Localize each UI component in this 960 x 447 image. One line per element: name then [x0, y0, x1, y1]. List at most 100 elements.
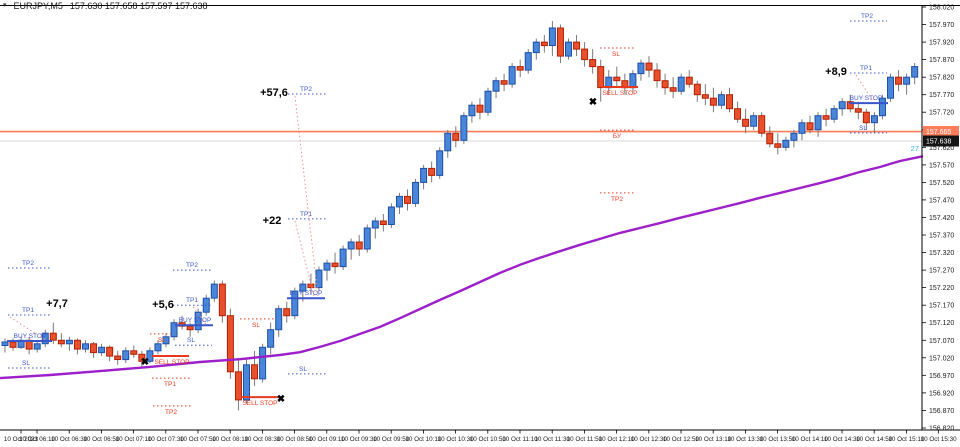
trade-level-label: SL [22, 360, 30, 367]
bear-candle [556, 27, 564, 57]
bull-candle [508, 66, 516, 85]
price-axis-label: 157.270 [929, 268, 954, 275]
bear-candle [331, 262, 339, 268]
time-axis-label: 10 Oct 12:50 [663, 436, 700, 443]
bull-candle [162, 336, 170, 345]
bear-candle [589, 59, 597, 68]
bull-candle [629, 73, 637, 89]
time-axis-label: 10 Oct 08:30 [244, 436, 281, 443]
profit-label: +22 [263, 215, 282, 227]
time-axis-label: 10 Oct 08:50 [277, 436, 314, 443]
time-axis-label: 10 Oct 15:10 [888, 436, 925, 443]
time-axis-label: 10 Oct 10:30 [438, 436, 475, 443]
bull-candle [363, 227, 371, 250]
bear-candle [218, 283, 226, 317]
symbol-dropdown-icon[interactable]: ▾ [3, 2, 7, 9]
bear-candle [540, 41, 548, 47]
orange-level-price-tag [923, 126, 959, 137]
time-axis-label: 10 Oct 11:50 [567, 436, 603, 443]
bull-candle [532, 41, 540, 54]
trade-level-label: TP1 [860, 65, 872, 72]
trade-level-label: TP2 [165, 409, 177, 416]
time-axis-label: 10 Oct 09:50 [373, 436, 410, 443]
bull-candle [814, 115, 822, 131]
bull-candle [798, 122, 806, 134]
bull-candle [122, 350, 130, 361]
bear-candle [106, 346, 114, 357]
bull-candle [194, 311, 202, 331]
trade-level-label: TP2 [22, 260, 34, 267]
price-axis-label: 157.570 [929, 162, 954, 169]
cancelled-order-x-mark: ✖ [589, 97, 597, 108]
price-axis-label: 156.820 [929, 426, 954, 433]
bull-candle [275, 308, 283, 331]
time-axis-label: 10 Oct 14:50 [856, 436, 893, 443]
bear-candle [709, 97, 717, 106]
time-axis-label: 10 Oct 11:30 [534, 436, 570, 443]
profit-label: +8,9 [825, 66, 847, 78]
profit-label: +57,6 [260, 87, 288, 99]
bull-candle [911, 66, 919, 78]
trade-level-label: BUY STOP [290, 290, 323, 297]
time-axis-label: 10 Oct 09:10 [309, 436, 346, 443]
price-axis-label: 156.920 [929, 390, 954, 397]
bear-candle [854, 108, 862, 113]
trade-level-label: SL [299, 366, 307, 373]
bear-candle [645, 62, 653, 71]
bull-candle [41, 332, 49, 345]
bear-candle [726, 94, 733, 110]
price-axis-label: 157.820 [929, 75, 954, 82]
bear-candle [862, 111, 870, 124]
time-axis-label: 10 Oct 2023 [4, 436, 39, 443]
bull-candle [267, 329, 275, 348]
trade-level-label: TP2 [861, 13, 873, 20]
trade-level-label: TP2 [611, 196, 623, 203]
bear-candle [693, 83, 701, 96]
bull-candle [339, 248, 347, 268]
chart-title: ▾ EURJPY,M5 157.630 157.658 157.597 157.… [3, 1, 208, 11]
trade-level-label: SELL STOP [154, 359, 189, 366]
entry-pointer-dashed-line [294, 220, 315, 297]
bull-candle [395, 195, 403, 208]
trade-level-label: SL [859, 125, 867, 132]
time-axis-label: 10 Oct 06:30 [51, 436, 88, 443]
time-axis-label: 10 Oct 09:30 [341, 436, 378, 443]
time-axis-label: 10 Oct 06:10 [19, 436, 56, 443]
price-axis-label: 157.420 [929, 215, 954, 222]
bull-candle [387, 206, 395, 225]
symbol-timeframe-label: EURJPY,M5 [13, 1, 63, 11]
bear-candle [701, 94, 709, 99]
bull-candle [484, 90, 492, 113]
bull-candle [468, 104, 476, 117]
price-axis-label: 157.020 [929, 355, 954, 362]
bear-candle [379, 220, 387, 225]
price-axis-label: 157.870 [929, 57, 954, 64]
candle-countdown-timer: 27 [911, 144, 919, 153]
time-axis-label: 10 Oct 13:30 [727, 436, 764, 443]
bear-candle [669, 87, 677, 92]
price-axis-label: 157.120 [929, 320, 954, 327]
time-axis-label: 10 Oct 07:30 [148, 436, 185, 443]
bull-candle [838, 101, 846, 110]
bear-candle [73, 339, 81, 350]
time-axis-label: 10 Oct 11:10 [502, 436, 538, 443]
trade-level-label: SELL STOP [602, 90, 637, 97]
bull-candle [548, 27, 556, 46]
price-axis-label: 157.070 [929, 338, 954, 345]
trade-level-label: SL [187, 337, 195, 344]
bear-candle [57, 339, 65, 345]
bull-candle [637, 62, 645, 75]
bull-candle [420, 167, 428, 183]
bull-candle [323, 262, 331, 271]
bear-candle [573, 41, 581, 50]
profit-label: +7,7 [46, 298, 68, 310]
bull-candle [315, 269, 323, 289]
bull-candle [790, 132, 798, 141]
bear-candle [234, 371, 242, 401]
price-axis-label: 157.970 [929, 22, 954, 29]
bull-candle [677, 76, 685, 92]
bull-candle [524, 52, 532, 71]
bear-candle [742, 118, 750, 127]
trade-level-label: SL [158, 337, 166, 344]
